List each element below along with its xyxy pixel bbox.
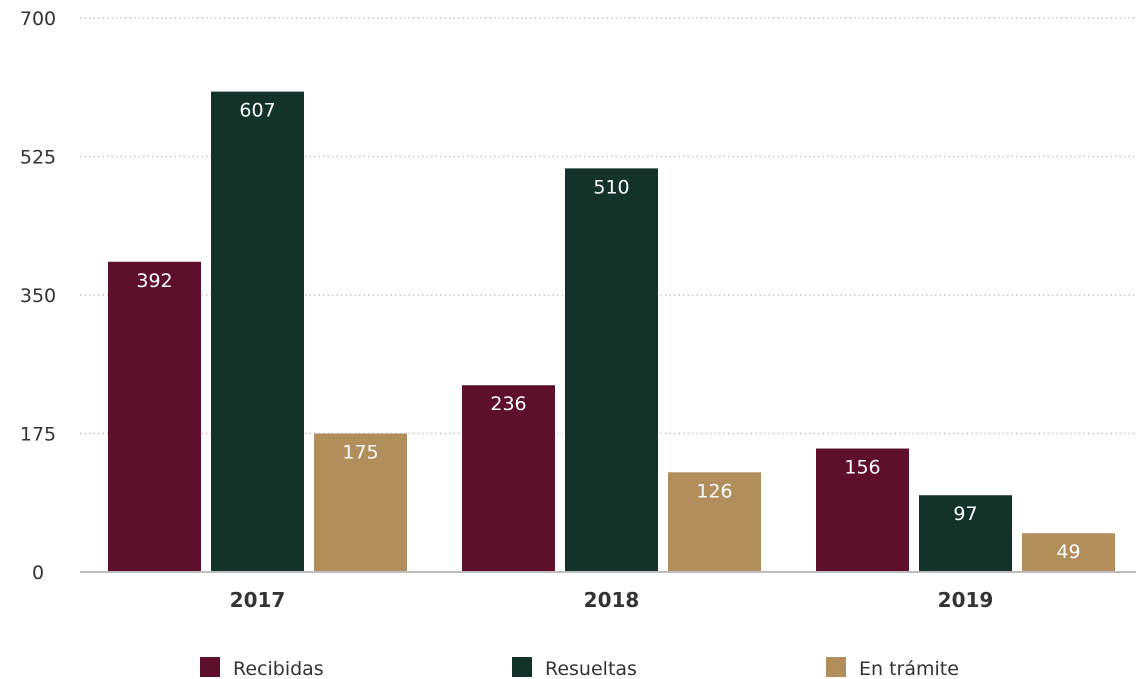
legend: Recibidas Resueltas En trámite bbox=[200, 657, 959, 679]
legend-label: En trámite bbox=[859, 658, 959, 679]
bar bbox=[314, 433, 407, 572]
bars bbox=[108, 91, 1115, 573]
data-label: 510 bbox=[593, 176, 629, 198]
data-label: 607 bbox=[239, 100, 275, 122]
bar bbox=[919, 495, 1012, 572]
data-label: 236 bbox=[490, 393, 526, 415]
y-tick-label: 350 bbox=[20, 285, 56, 307]
x-category-label: 2018 bbox=[584, 588, 640, 612]
legend-swatch bbox=[512, 657, 532, 677]
legend-label: Resueltas bbox=[545, 658, 637, 679]
data-label: 97 bbox=[953, 503, 977, 525]
data-labels: 392 607 175 236 510 126 156 97 49 bbox=[136, 100, 1080, 564]
bar bbox=[1022, 533, 1115, 572]
data-label: 156 bbox=[844, 457, 880, 479]
y-tick-label: 175 bbox=[20, 424, 56, 446]
legend-swatch bbox=[826, 657, 846, 677]
data-label: 126 bbox=[696, 480, 732, 502]
y-tick-label: 0 bbox=[32, 562, 44, 584]
bar bbox=[211, 91, 304, 573]
data-label: 392 bbox=[136, 270, 172, 292]
bar bbox=[108, 261, 201, 572]
legend-swatch bbox=[200, 657, 220, 677]
data-label: 49 bbox=[1056, 541, 1080, 563]
x-axis-categories: 2017 2018 2019 bbox=[230, 588, 994, 612]
data-label: 175 bbox=[342, 442, 378, 464]
y-tick-label: 525 bbox=[20, 147, 56, 169]
legend-label: Recibidas bbox=[233, 658, 324, 679]
bar bbox=[816, 448, 909, 572]
y-axis-ticks: 0 175 350 525 700 bbox=[20, 8, 56, 584]
bar bbox=[462, 385, 555, 572]
x-category-label: 2017 bbox=[230, 588, 286, 612]
y-tick-label: 700 bbox=[20, 8, 56, 30]
bar bbox=[565, 168, 658, 572]
bar bbox=[668, 472, 761, 572]
x-category-label: 2019 bbox=[938, 588, 994, 612]
